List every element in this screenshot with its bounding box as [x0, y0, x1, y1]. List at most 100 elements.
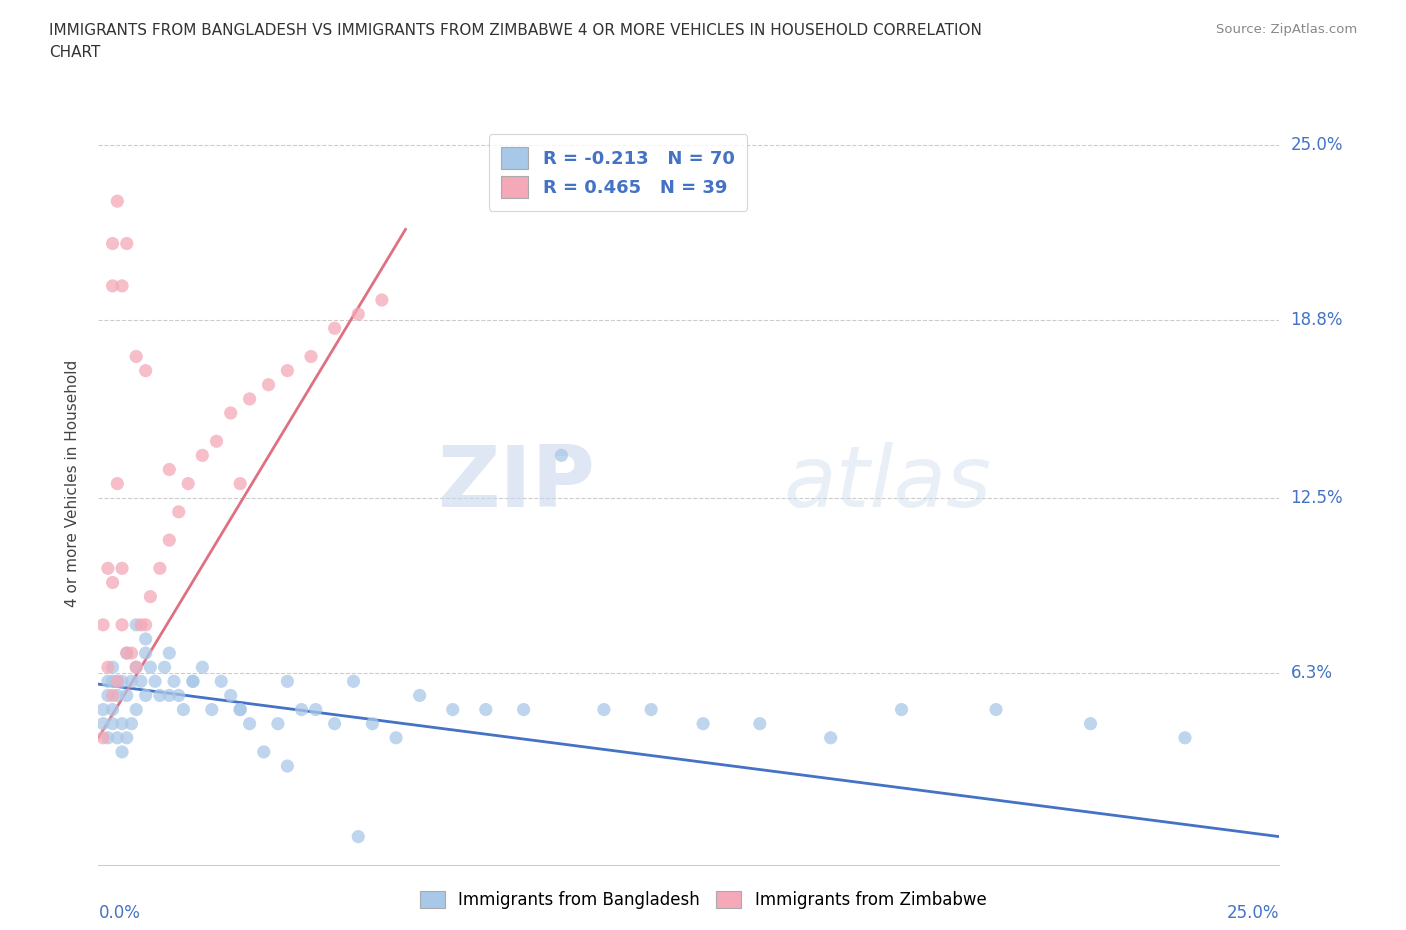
Point: [149, 688, 172, 703]
Point: [640, 702, 662, 717]
Point: [125, 702, 148, 717]
Text: 25.0%: 25.0%: [1291, 136, 1343, 153]
Point: [121, 716, 143, 731]
Text: ZIP: ZIP: [437, 442, 595, 525]
Point: [385, 730, 408, 745]
Point: [101, 236, 124, 251]
Point: [91, 618, 114, 632]
Point: [97, 561, 120, 576]
Point: [97, 730, 120, 745]
Point: [219, 688, 242, 703]
Point: [101, 674, 124, 689]
Point: [115, 236, 138, 251]
Point: [229, 702, 252, 717]
Point: [105, 730, 128, 745]
Y-axis label: 4 or more Vehicles in Household: 4 or more Vehicles in Household: [65, 360, 80, 607]
Point: [191, 659, 214, 674]
Legend: R = -0.213   N = 70, R = 0.465   N = 39: R = -0.213 N = 70, R = 0.465 N = 39: [489, 134, 748, 211]
Point: [139, 659, 162, 674]
Point: [101, 278, 124, 293]
Point: [135, 364, 157, 379]
Point: [105, 193, 128, 208]
Point: [125, 618, 148, 632]
Point: [172, 702, 194, 717]
Point: [205, 433, 228, 448]
Point: [229, 702, 252, 717]
Point: [135, 618, 157, 632]
Point: [692, 716, 714, 731]
Point: [105, 476, 128, 491]
Point: [125, 659, 148, 674]
Point: [371, 293, 394, 308]
Point: [105, 674, 128, 689]
Point: [290, 702, 312, 717]
Point: [201, 702, 224, 717]
Point: [191, 448, 214, 463]
Point: [115, 645, 138, 660]
Point: [276, 759, 298, 774]
Point: [167, 688, 190, 703]
Point: [153, 659, 176, 674]
Point: [115, 688, 138, 703]
Point: [550, 448, 572, 463]
Point: [101, 659, 124, 674]
Point: [115, 645, 138, 660]
Point: [267, 716, 290, 731]
Point: [305, 702, 328, 717]
Point: [253, 745, 276, 760]
Text: 18.8%: 18.8%: [1291, 311, 1343, 329]
Point: [209, 674, 232, 689]
Point: [101, 702, 124, 717]
Point: [342, 674, 364, 689]
Point: [276, 364, 298, 379]
Point: [157, 533, 180, 548]
Point: [239, 392, 262, 406]
Point: [101, 716, 124, 731]
Point: [111, 674, 134, 689]
Point: [257, 378, 280, 392]
Point: [820, 730, 842, 745]
Point: [512, 702, 534, 717]
Text: IMMIGRANTS FROM BANGLADESH VS IMMIGRANTS FROM ZIMBABWE 4 OR MORE VEHICLES IN HOU: IMMIGRANTS FROM BANGLADESH VS IMMIGRANTS…: [49, 23, 981, 38]
Point: [105, 688, 128, 703]
Point: [347, 307, 370, 322]
Point: [361, 716, 384, 731]
Point: [157, 645, 180, 660]
Point: [135, 645, 157, 660]
Point: [143, 674, 166, 689]
Point: [1080, 716, 1102, 731]
Point: [125, 659, 148, 674]
Point: [91, 702, 114, 717]
Point: [105, 674, 128, 689]
Point: [276, 674, 298, 689]
Point: [139, 589, 162, 604]
Point: [163, 674, 186, 689]
Point: [347, 830, 370, 844]
Text: atlas: atlas: [783, 442, 991, 525]
Point: [441, 702, 464, 717]
Point: [115, 730, 138, 745]
Point: [91, 716, 114, 731]
Point: [239, 716, 262, 731]
Point: [177, 476, 200, 491]
Point: [890, 702, 912, 717]
Text: 25.0%: 25.0%: [1227, 904, 1279, 922]
Point: [181, 674, 204, 689]
Point: [748, 716, 770, 731]
Point: [125, 349, 148, 364]
Point: [111, 561, 134, 576]
Point: [157, 688, 180, 703]
Point: [149, 561, 172, 576]
Text: 6.3%: 6.3%: [1291, 664, 1333, 682]
Legend: Immigrants from Bangladesh, Immigrants from Zimbabwe: Immigrants from Bangladesh, Immigrants f…: [411, 883, 995, 917]
Text: CHART: CHART: [49, 45, 101, 60]
Text: Source: ZipAtlas.com: Source: ZipAtlas.com: [1216, 23, 1357, 36]
Point: [323, 716, 346, 731]
Point: [101, 575, 124, 590]
Point: [984, 702, 1007, 717]
Point: [475, 702, 498, 717]
Text: 12.5%: 12.5%: [1291, 489, 1343, 507]
Point: [135, 688, 157, 703]
Point: [1174, 730, 1197, 745]
Text: 0.0%: 0.0%: [98, 904, 141, 922]
